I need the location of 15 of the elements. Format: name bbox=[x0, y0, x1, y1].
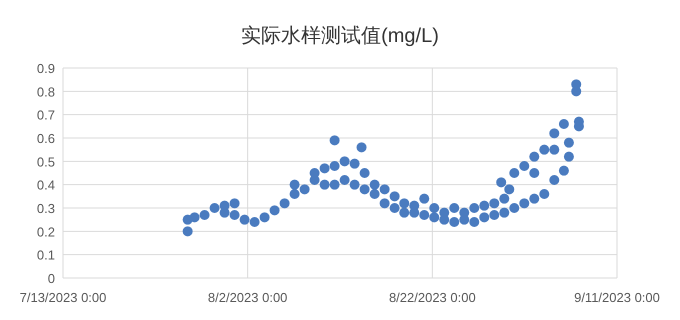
chart-title: 实际水样测试值(mg/L) bbox=[241, 25, 439, 47]
x-tick-label: 8/2/2023 0:00 bbox=[208, 290, 288, 305]
x-tick-label: 8/22/2023 0:00 bbox=[388, 290, 476, 305]
y-tick-label: 0.6 bbox=[36, 131, 55, 146]
y-tick-label: 0.4 bbox=[36, 178, 55, 193]
y-tick-label: 0.2 bbox=[36, 224, 55, 240]
y-tick-label: 0 bbox=[48, 271, 55, 286]
y-tick-label: 0.1 bbox=[36, 248, 55, 263]
y-tick-label: 0.3 bbox=[36, 201, 55, 216]
y-tick-label: 0.7 bbox=[36, 108, 55, 123]
x-tick-label: 9/11/2023 0:00 bbox=[574, 290, 660, 305]
y-tick-label: 0.8 bbox=[36, 84, 55, 100]
y-tick-label: 0.5 bbox=[36, 154, 55, 170]
x-tick-label: 7/13/2023 0:00 bbox=[20, 290, 106, 305]
y-tick-label: 0.9 bbox=[36, 61, 55, 76]
